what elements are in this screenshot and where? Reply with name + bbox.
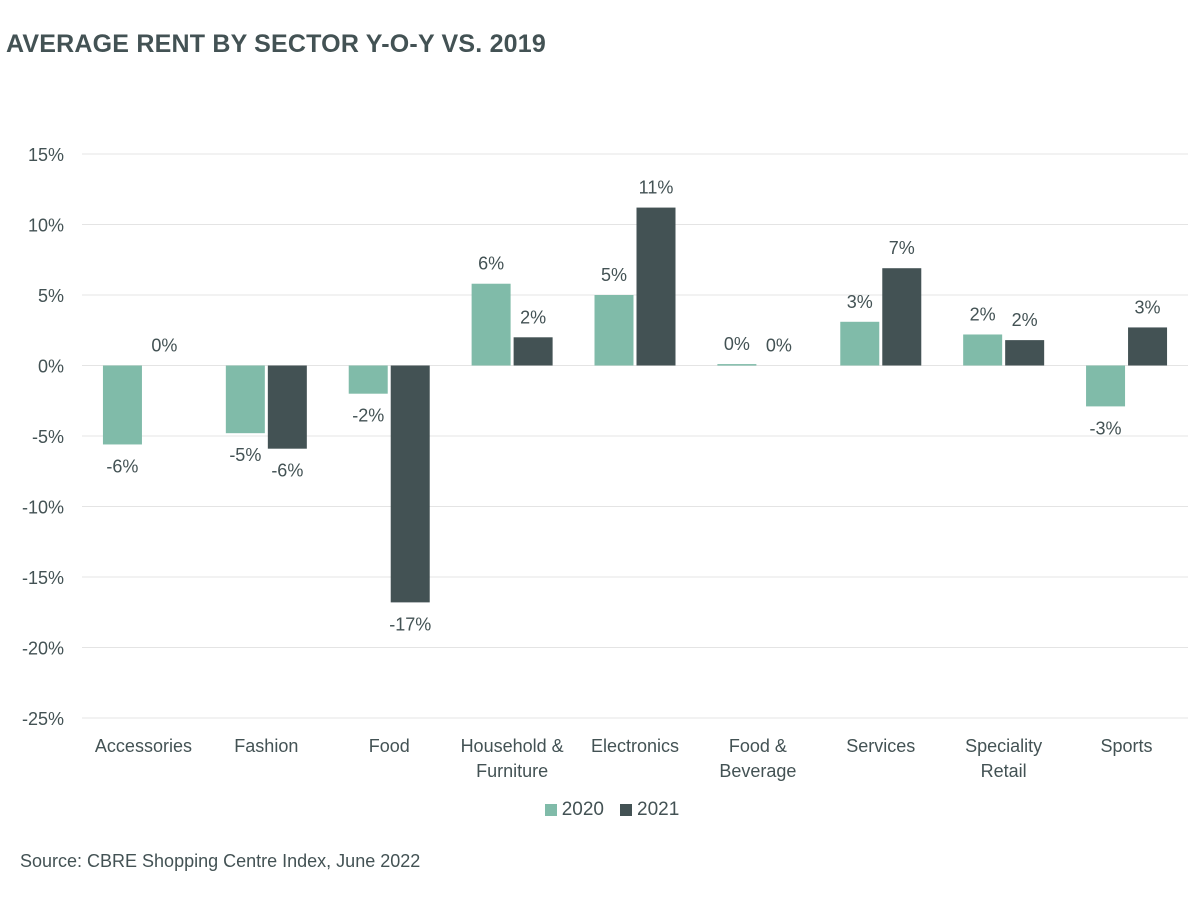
y-tick-label: 5% xyxy=(38,286,64,306)
y-tick-label: 10% xyxy=(28,216,64,236)
bar-chart: 15%10%5%0%-5%-10%-15%-20%-25% -6%0%-5%-6… xyxy=(22,145,1188,781)
data-labels: -6% 0% -5% -6% -2% -17% 6% 2% 5% 11% 0% 0% 3% 7% 2% 2% -… xyxy=(106,178,1160,635)
data-label-2021-1: -6% xyxy=(271,461,303,481)
x-tick-label: Speciality Retail xyxy=(965,736,1042,781)
legend-item-2021[interactable]: 2021 xyxy=(620,799,679,821)
bar-2020-3[interactable] xyxy=(471,283,511,366)
bar-2020-8[interactable] xyxy=(1086,365,1126,407)
bar-2020-7[interactable] xyxy=(963,334,1003,366)
bar-2021-8[interactable] xyxy=(1128,327,1168,366)
y-tick-label: 15% xyxy=(28,145,64,165)
x-tick-label: Sports xyxy=(1101,736,1153,756)
bar-2021-6[interactable] xyxy=(882,268,922,366)
data-label-2021-6: 7% xyxy=(889,238,915,258)
data-label-2020-2: -2% xyxy=(352,406,384,426)
bar-2021-7[interactable] xyxy=(1005,340,1045,366)
bar-2020-6[interactable] xyxy=(840,321,880,366)
data-label-2020-4: 5% xyxy=(601,265,627,285)
y-tick-label: -15% xyxy=(22,568,64,588)
data-label-2021-5: 0% xyxy=(766,336,792,356)
y-axis-ticks: 15% 10% 5% 0% -5% -10% -15% -20% -25% xyxy=(22,145,64,729)
y-tick-label: -5% xyxy=(32,427,64,447)
legend-label-2021: 2021 xyxy=(637,799,680,820)
y-tick-label: -25% xyxy=(22,709,64,729)
data-label-2020-5: 0% xyxy=(724,334,750,354)
data-label-2021-8: 3% xyxy=(1135,297,1161,317)
x-tick-label: Services xyxy=(846,736,915,756)
data-label-2021-7: 2% xyxy=(1012,310,1038,330)
legend-label-2020: 2020 xyxy=(561,799,604,820)
bar-2021-2[interactable] xyxy=(390,365,430,603)
legend-swatch-2020 xyxy=(544,804,557,816)
x-tick-label: Food xyxy=(369,736,410,756)
data-label-2020-8: -3% xyxy=(1090,418,1122,438)
x-axis-categories: Accessories Fashion Food Household & Furnitu… xyxy=(95,736,1153,781)
bar-2021-3[interactable] xyxy=(513,337,553,366)
bar-2020-2[interactable] xyxy=(348,365,388,394)
data-label-2021-3: 2% xyxy=(520,307,546,327)
x-tick-label: Food & Beverage xyxy=(719,736,796,781)
bar-2021-1[interactable] xyxy=(267,365,307,449)
x-tick-label: Household & Furniture xyxy=(461,736,564,781)
data-label-2020-0: -6% xyxy=(106,456,138,476)
data-label-2021-0: 0% xyxy=(151,336,177,356)
data-label-2020-7: 2% xyxy=(970,304,996,324)
x-tick-label: Electronics xyxy=(591,736,679,756)
data-label-2020-6: 3% xyxy=(847,292,873,312)
bar-2021-4[interactable] xyxy=(636,207,676,366)
grid-lines xyxy=(82,153,1188,719)
y-tick-label: -10% xyxy=(22,498,64,518)
data-label-2021-4: 11% xyxy=(639,178,674,198)
source-note: Source: CBRE Shopping Centre Index, June… xyxy=(20,851,421,871)
x-tick-label: Fashion xyxy=(234,736,298,756)
data-label-2021-2: -17% xyxy=(389,614,431,634)
y-tick-label: 0% xyxy=(38,357,64,377)
bar-2020-5[interactable] xyxy=(717,364,757,366)
chart-title: AVERAGE RENT BY SECTOR Y-O-Y VS. 2019 xyxy=(6,30,546,58)
bar-2020-1[interactable] xyxy=(225,365,265,434)
legend: 2020 2021 xyxy=(0,799,1200,821)
x-tick-label: Accessories xyxy=(95,736,192,756)
y-tick-label: -20% xyxy=(22,639,64,659)
bars xyxy=(102,207,1168,603)
bar-2020-0[interactable] xyxy=(102,365,142,445)
legend-swatch-2021 xyxy=(620,804,632,816)
bar-2020-4[interactable] xyxy=(594,295,634,366)
data-label-2020-3: 6% xyxy=(478,254,504,274)
legend-item-2020[interactable]: 2020 xyxy=(544,799,604,821)
data-label-2020-1: -5% xyxy=(229,445,261,465)
